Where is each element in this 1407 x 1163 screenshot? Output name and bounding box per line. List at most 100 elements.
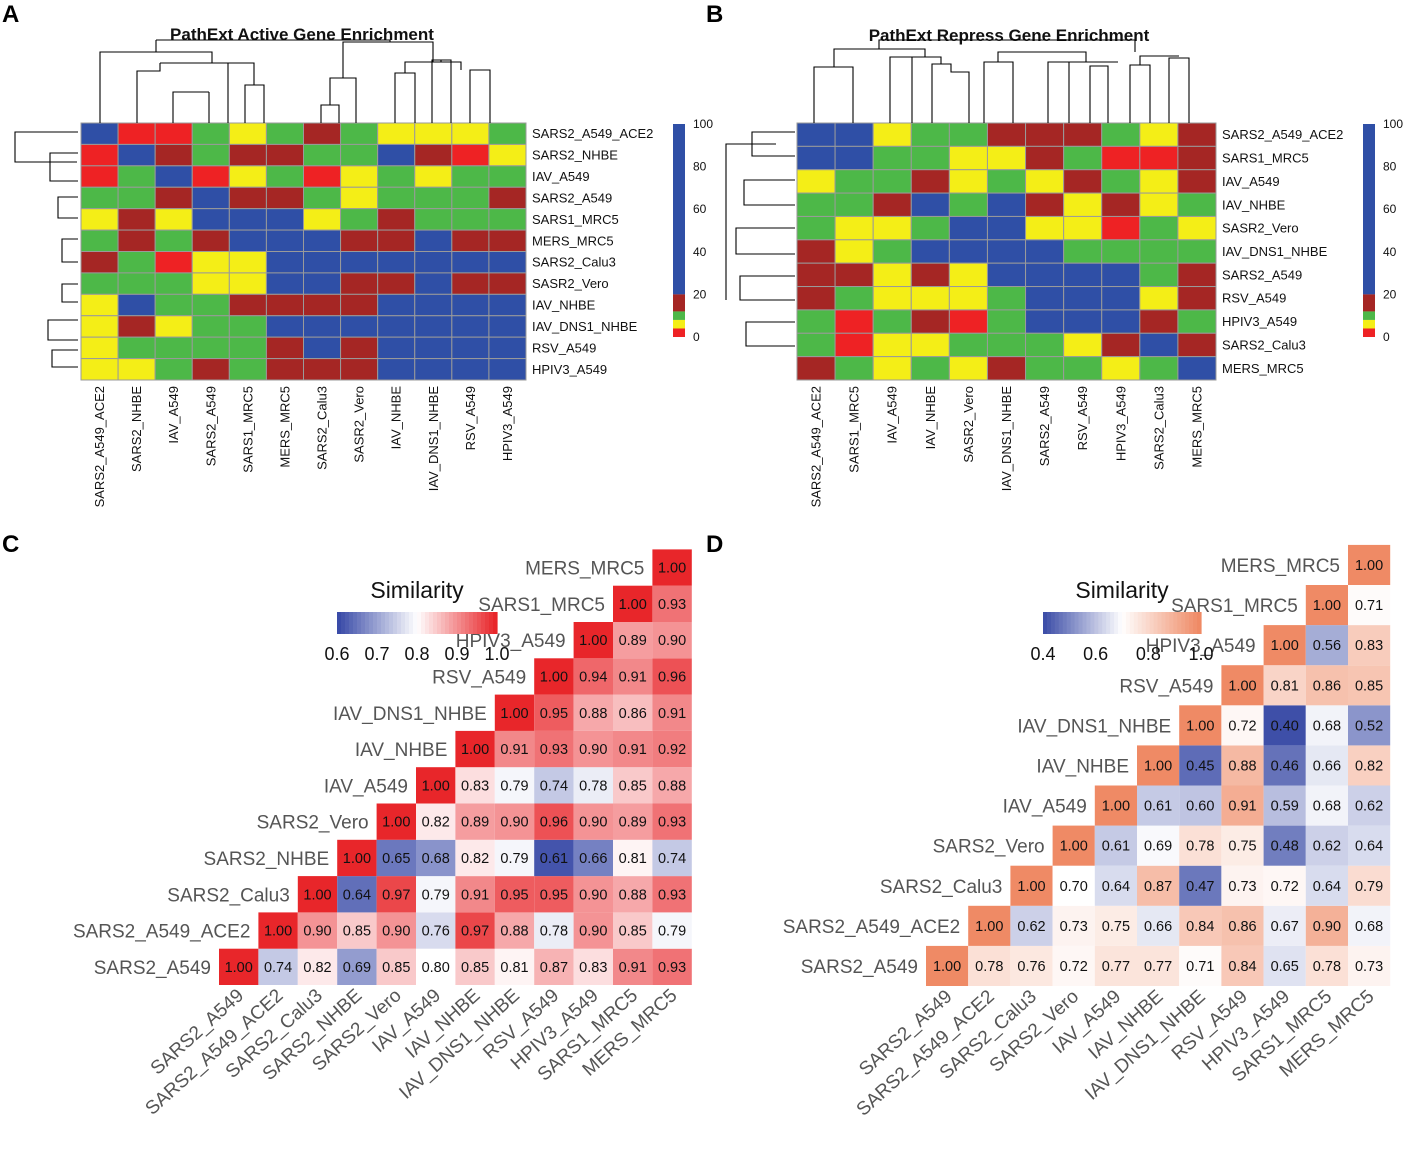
heatmap-cell bbox=[872, 122, 912, 147]
heatmap-cell bbox=[340, 293, 379, 317]
heatmap-cell bbox=[910, 169, 950, 194]
heatmap-cell bbox=[834, 262, 874, 288]
heatmap-cell bbox=[191, 229, 230, 252]
legend-gradient-step bbox=[1137, 612, 1143, 634]
similarity-cell bbox=[573, 658, 613, 695]
similarity-cell bbox=[455, 839, 495, 877]
similarity-value: 0.90 bbox=[579, 924, 607, 940]
heatmap-cell bbox=[796, 145, 836, 171]
similarity-value: 0.86 bbox=[619, 706, 647, 722]
heatmap-cell bbox=[872, 192, 912, 217]
similarity-cell bbox=[337, 912, 377, 949]
legend-gradient-step bbox=[1094, 612, 1099, 634]
heatmap-cell bbox=[796, 286, 836, 311]
colorbar-tick-label: 40 bbox=[693, 245, 707, 259]
heatmap-cell bbox=[377, 186, 416, 210]
heatmap-cell bbox=[340, 208, 379, 231]
legend-gradient-step bbox=[417, 612, 422, 634]
similarity-value: 0.88 bbox=[1228, 758, 1256, 774]
heatmap-cell bbox=[80, 251, 119, 274]
similarity-cell bbox=[1305, 945, 1348, 986]
similarity-cell bbox=[1348, 825, 1391, 866]
similarity-cell bbox=[652, 549, 692, 586]
heatmap-cell bbox=[1101, 169, 1141, 194]
row-label: RSV_A549 bbox=[1222, 291, 1286, 306]
heatmap-cell bbox=[1101, 262, 1141, 288]
similarity-value: 0.83 bbox=[461, 778, 489, 794]
similarity-cell bbox=[455, 948, 495, 985]
legend-gradient-step bbox=[485, 612, 490, 634]
heatmap-cell bbox=[1063, 215, 1103, 241]
similarity-cell bbox=[494, 839, 535, 877]
similarity-value: 0.69 bbox=[1144, 839, 1172, 855]
similarity-cell bbox=[1221, 865, 1264, 906]
panel-b-dendrograms bbox=[725, 39, 1190, 347]
similarity-value: 0.87 bbox=[540, 960, 568, 976]
similarity-value: 1.00 bbox=[579, 633, 607, 649]
legend-gradient-step bbox=[341, 612, 346, 634]
heatmap-cell bbox=[265, 358, 304, 381]
legend-gradient-step bbox=[393, 612, 398, 634]
legend-gradient-step bbox=[1110, 612, 1115, 634]
similarity-value: 1.00 bbox=[422, 778, 450, 794]
heatmap-cell bbox=[265, 229, 304, 252]
panel-a-dendrograms bbox=[14, 39, 491, 368]
colorbar-tick-label: 100 bbox=[1383, 117, 1403, 131]
similarity-cell bbox=[1094, 785, 1137, 826]
heatmap-cell bbox=[488, 251, 527, 274]
colorbar-tick-label: 40 bbox=[1383, 245, 1397, 259]
legend-gradient-step bbox=[1050, 612, 1056, 634]
heatmap-cell bbox=[191, 122, 230, 145]
legend-gradient-step bbox=[1197, 612, 1202, 634]
similarity-value: 0.87 bbox=[1144, 879, 1172, 895]
similarity-value: 0.72 bbox=[1228, 718, 1256, 734]
similarity-value: 0.95 bbox=[500, 887, 528, 903]
heatmap-cell bbox=[986, 356, 1027, 381]
heatmap-cell bbox=[834, 215, 874, 241]
heatmap-cell bbox=[377, 336, 416, 360]
similarity-value: 0.90 bbox=[382, 924, 410, 940]
heatmap-cell bbox=[303, 272, 342, 295]
similarity-cell bbox=[416, 839, 456, 877]
similarity-cell bbox=[1179, 785, 1222, 826]
heatmap-cell bbox=[154, 208, 193, 231]
legend-gradient-step bbox=[493, 612, 498, 634]
heatmap-cell bbox=[414, 358, 453, 381]
legend-gradient-step bbox=[1090, 612, 1095, 634]
heatmap-cell bbox=[1063, 145, 1103, 171]
similarity-cell bbox=[1305, 585, 1348, 626]
similarity-value: 0.61 bbox=[1102, 839, 1130, 855]
panel-letter-b: B bbox=[706, 1, 723, 28]
row-label: SARS2_Vero bbox=[933, 837, 1045, 858]
heatmap-cell bbox=[872, 169, 912, 194]
similarity-cell bbox=[494, 912, 535, 949]
heatmap-cell bbox=[265, 122, 304, 145]
similarity-value: 0.80 bbox=[422, 960, 450, 976]
similarity-cell bbox=[455, 767, 495, 804]
similarity-value: 1.00 bbox=[1228, 678, 1256, 694]
row-label: SASR2_Vero bbox=[1222, 221, 1299, 236]
heatmap-cell bbox=[488, 122, 527, 145]
column-label: IAV_NHBE bbox=[923, 386, 938, 450]
row-label: MERS_MRC5 bbox=[1221, 556, 1340, 577]
colorbar-green bbox=[1363, 311, 1375, 320]
heatmap-cell bbox=[1139, 286, 1179, 311]
legend-gradient-step bbox=[381, 612, 386, 634]
similarity-cell bbox=[455, 876, 495, 913]
similarity-cell bbox=[652, 912, 692, 949]
similarity-value: 0.94 bbox=[579, 669, 607, 685]
heatmap-cell bbox=[948, 169, 988, 194]
panel-letter-a: A bbox=[2, 1, 19, 28]
heatmap-cell bbox=[986, 145, 1027, 171]
similarity-cell bbox=[1263, 745, 1306, 786]
heatmap-cell bbox=[834, 169, 874, 194]
heatmap-cell bbox=[948, 286, 988, 311]
legend-gradient-step bbox=[385, 612, 390, 634]
heatmap-cell bbox=[377, 143, 416, 167]
similarity-value: 0.77 bbox=[1102, 959, 1130, 975]
legend-gradient-step bbox=[473, 612, 478, 634]
heatmap-cell bbox=[191, 336, 230, 360]
similarity-value: 1.00 bbox=[264, 924, 292, 940]
similarity-value: 1.00 bbox=[619, 597, 647, 613]
similarity-value: 0.93 bbox=[658, 960, 686, 976]
